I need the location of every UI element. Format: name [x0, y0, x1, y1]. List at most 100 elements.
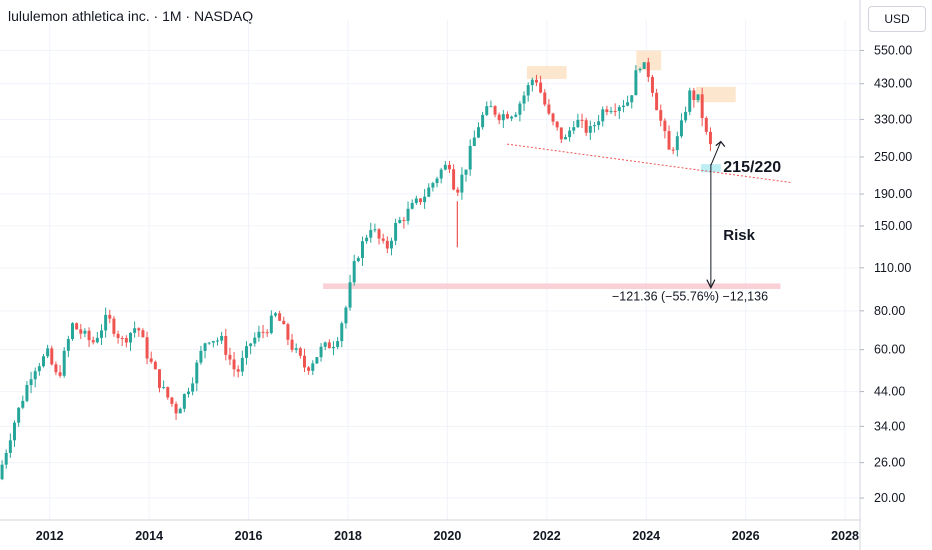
candle-body — [273, 313, 277, 316]
candle-body — [124, 338, 128, 343]
currency-button[interactable]: USD — [868, 6, 926, 32]
candle-body — [21, 400, 25, 408]
candle-body — [95, 337, 99, 343]
candle-body — [17, 407, 21, 423]
candle-body — [543, 92, 547, 105]
candle-body — [215, 340, 219, 342]
candle-body — [423, 196, 427, 203]
candle-body — [286, 324, 290, 340]
candle-body — [501, 114, 505, 121]
price-tick-label: 190.00 — [874, 187, 912, 201]
candle-body — [456, 189, 460, 193]
candle-body — [547, 104, 551, 114]
candle-body — [0, 464, 4, 480]
price-tick-label: 430.00 — [874, 77, 912, 91]
candle-body — [240, 357, 244, 372]
time-tick-label: 2014 — [135, 529, 163, 543]
candle-body — [54, 364, 58, 373]
candle-body — [659, 110, 663, 121]
candle-body — [58, 372, 62, 376]
candle-body — [232, 359, 236, 370]
candle-body — [157, 369, 161, 388]
risk-label: Risk — [723, 227, 755, 244]
candle-body — [145, 337, 149, 359]
candle-body — [584, 120, 588, 133]
candle-body — [327, 342, 331, 349]
candle-body — [360, 241, 364, 258]
candle-body — [655, 92, 659, 111]
time-tick-label: 2020 — [433, 529, 461, 543]
candle-body — [211, 341, 215, 343]
candle-body — [605, 109, 609, 113]
candle-body — [137, 328, 141, 331]
candle-body — [663, 120, 667, 132]
candle-body — [278, 313, 282, 321]
candle-body — [141, 330, 145, 338]
candle-body — [166, 387, 170, 398]
candle-body — [443, 164, 447, 170]
candle-body — [253, 337, 257, 344]
candle-body — [224, 336, 228, 355]
price-tick-label: 80.00 — [874, 304, 905, 318]
candle-body — [4, 452, 8, 465]
candle-body — [439, 169, 443, 179]
candle-body — [592, 125, 596, 127]
candle-body — [153, 361, 157, 370]
candle-body — [71, 323, 74, 340]
price-tick-label: 20.00 — [874, 491, 905, 505]
candle-body — [186, 391, 190, 395]
candle-body — [634, 70, 638, 96]
candle-body — [514, 114, 518, 117]
candle-body — [87, 330, 91, 341]
candlestick-series — [0, 57, 712, 481]
candle-body — [62, 350, 66, 376]
candle-body — [613, 111, 617, 113]
candle-body — [129, 332, 132, 343]
price-tick-label: 550.00 — [874, 43, 912, 57]
price-tick-label: 60.00 — [874, 343, 905, 357]
candle-body — [100, 330, 103, 338]
candle-body — [576, 119, 580, 128]
up-arrow-head — [715, 140, 726, 148]
candle-body — [572, 127, 576, 131]
candle-body — [311, 363, 315, 371]
candle-body — [626, 102, 630, 106]
candle-body — [377, 229, 381, 239]
candle-body — [427, 187, 431, 197]
price-tick-label: 44.00 — [874, 385, 905, 399]
candle-body — [75, 323, 79, 330]
candle-body — [120, 337, 124, 339]
candle-body — [162, 387, 166, 389]
candle-body — [302, 355, 306, 368]
candle-body — [704, 118, 708, 132]
candle-body — [418, 198, 422, 203]
time-tick-label: 2016 — [235, 529, 263, 543]
chart-title: lululemon athletica inc. · 1M · NASDAQ — [8, 8, 254, 24]
candle-body — [352, 261, 356, 283]
candle-body — [692, 90, 696, 100]
price-tick-label: 150.00 — [874, 219, 912, 233]
candle-body — [46, 348, 50, 357]
candle-body — [37, 366, 41, 372]
candle-body — [489, 106, 493, 108]
candle-body — [559, 127, 563, 140]
candle-body — [220, 336, 224, 341]
candle-body — [182, 394, 186, 409]
candle-body — [675, 136, 679, 151]
candle-body — [381, 238, 385, 241]
candle-body — [203, 343, 207, 351]
candle-body — [601, 109, 605, 122]
candle-body — [650, 76, 654, 93]
candle-body — [563, 137, 567, 140]
candle-body — [323, 342, 327, 347]
price-tick-label: 34.00 — [874, 419, 905, 433]
candle-body — [485, 106, 489, 115]
candle-body — [344, 307, 348, 324]
candle-body — [174, 403, 178, 414]
candle-body — [249, 343, 253, 347]
candle-body — [588, 126, 592, 133]
candle-body — [228, 354, 232, 360]
candle-body — [116, 333, 120, 338]
candle-body — [472, 137, 476, 146]
